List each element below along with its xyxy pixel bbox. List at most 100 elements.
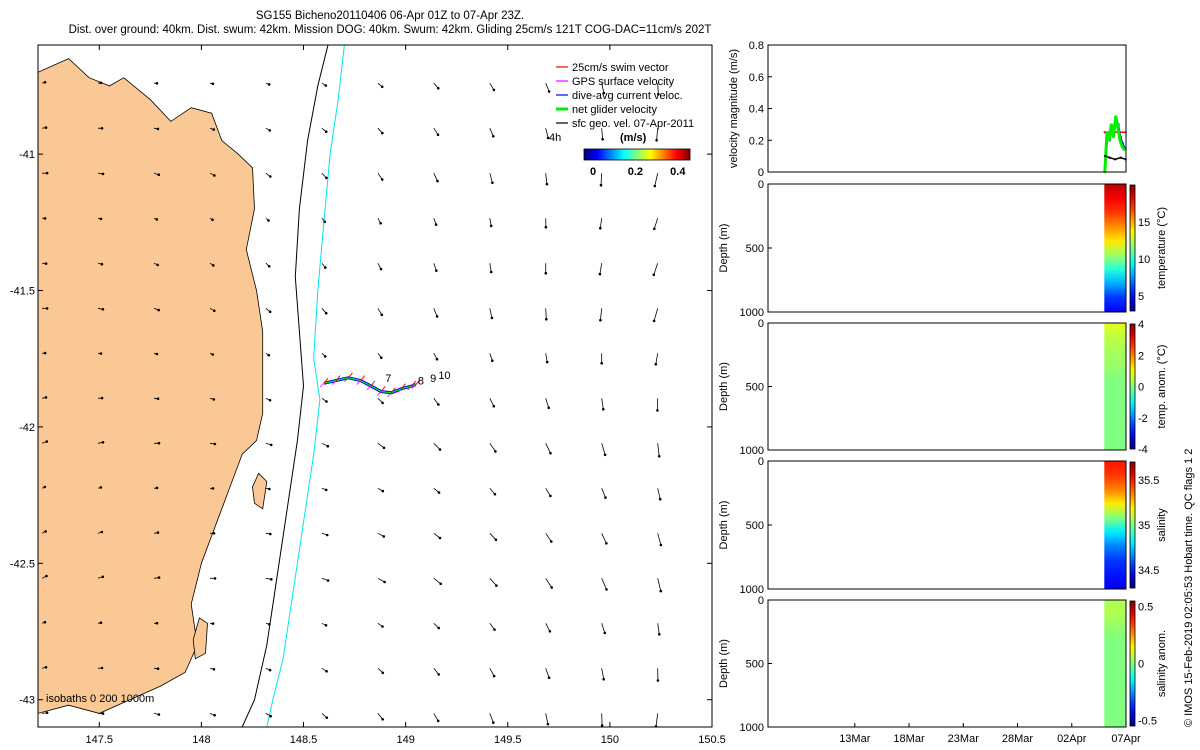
profile-section — [1104, 323, 1126, 450]
geo-velocity-arrowhead — [157, 713, 161, 716]
panel-sanom: 0 500 1000 0.5 0 -0.5 salinity anom. Depth (m) 1… — [718, 595, 1168, 745]
geo-velocity-arrowhead — [212, 398, 216, 401]
geo-velocity-arrowhead — [99, 486, 103, 489]
geo-velocity-arrowhead — [545, 360, 549, 364]
geo-velocity-arrowhead — [492, 135, 495, 138]
series-point — [1114, 158, 1117, 161]
colorbar-tick-label: 0.2 — [628, 166, 643, 178]
swim-vector — [411, 380, 417, 387]
panel-sal: 0 500 1000 35.5 35 34.5 salinity Depth (m) — [718, 456, 1168, 596]
geo-velocity-arrowhead — [43, 620, 47, 624]
geo-velocity-arrow — [545, 623, 551, 632]
geo-velocity-arrowhead — [659, 543, 663, 547]
series-point — [1118, 139, 1122, 142]
colorbar-tick-label: -2 — [1138, 413, 1148, 425]
geo-velocity-arrowhead — [544, 225, 548, 229]
geo-velocity-arrow — [653, 218, 659, 229]
series-line — [1103, 116, 1126, 173]
geo-velocity-arrowhead — [268, 129, 272, 132]
geo-velocity-arrowhead — [211, 487, 215, 490]
swim-vector — [323, 377, 329, 384]
geo-velocity-arrow — [545, 398, 550, 408]
geo-velocity-arrowhead — [655, 139, 658, 142]
geo-velocity-arrow — [601, 128, 603, 140]
map-y-tick-label: -42.5 — [10, 558, 35, 570]
geo-velocity-arrowhead — [492, 674, 496, 678]
geo-velocity-arrow — [601, 443, 606, 455]
map-x-tick-label: 150.5 — [698, 734, 726, 746]
geo-velocity-arrow — [433, 713, 439, 722]
y-tick-label: 500 — [746, 382, 764, 394]
island-0 — [252, 472, 268, 510]
colorbar-tick-label: 4 — [1138, 319, 1144, 331]
geo-velocity-arrowhead — [601, 137, 604, 141]
geo-velocity-arrow — [545, 533, 552, 542]
geo-velocity-arrowhead — [547, 406, 550, 410]
geo-velocity-arrowhead — [494, 538, 498, 541]
geo-velocity-arrow — [655, 713, 659, 727]
swim-vector — [335, 375, 341, 381]
x-tick-label: 07Apr — [1111, 733, 1141, 745]
geo-velocity-arrowhead — [600, 362, 603, 365]
geo-velocity-arrowhead — [492, 404, 496, 408]
geo-velocity-arrowhead — [101, 712, 105, 715]
geo-velocity-arrowhead — [379, 221, 382, 225]
colorbar-tick-label: 0 — [590, 166, 596, 178]
geo-velocity-arrowhead — [652, 319, 656, 323]
geo-velocity-arrowhead — [44, 530, 47, 533]
imos-timestamp: © IMOS 15-Feb-2019 02:05:53 Hobart time.… — [1183, 448, 1195, 727]
geo-velocity-arrowhead — [602, 677, 605, 681]
geo-velocity-arrow — [433, 668, 440, 675]
swim-vector — [390, 387, 396, 394]
geo-velocity-arrowhead — [101, 575, 105, 579]
y-tick-label: 1000 — [740, 445, 764, 457]
gps-surface-velocity — [319, 382, 325, 388]
y-tick-label: 0 — [758, 167, 764, 179]
y-tick-label: 1000 — [740, 584, 764, 596]
geo-velocity-arrowhead — [656, 409, 659, 412]
colorbar-tick-label: 34.5 — [1138, 565, 1159, 577]
geo-velocity-arrowhead — [325, 176, 328, 180]
geo-velocity-arrowhead — [268, 668, 272, 672]
y-tick-label: 500 — [746, 243, 764, 255]
glider-track-net — [323, 377, 416, 394]
geo-velocity-arrow — [489, 668, 495, 677]
geo-velocity-arrowhead — [549, 451, 552, 455]
geo-velocity-arrowhead — [437, 403, 440, 406]
geo-velocity-arrow — [657, 533, 662, 546]
geo-velocity-arrow — [433, 263, 437, 271]
geo-velocity-arrow — [600, 308, 603, 321]
geo-velocity-arrowhead — [545, 182, 549, 186]
panel-background — [768, 184, 1126, 312]
geo-velocity-arrowhead — [492, 721, 495, 724]
title-line-1: SG155 Bicheno20110406 06-Apr 01Z to 07-A… — [255, 10, 525, 22]
legend-entry: dive-avg current veloc. — [572, 90, 683, 102]
gps-surface-velocity — [411, 384, 417, 389]
geo-velocity-arrowhead — [381, 625, 384, 628]
geo-velocity-arrowhead — [155, 82, 159, 85]
geo-velocity-arrow — [601, 578, 607, 590]
y-axis-label: velocity magnitude (m/s) — [728, 49, 740, 168]
geo-velocity-arrowhead — [490, 316, 494, 320]
geo-velocity-arrowhead — [157, 441, 161, 445]
geo-velocity-arrowhead — [212, 532, 216, 535]
panel-background — [768, 461, 1126, 589]
colorbar-tick-label: 5 — [1138, 291, 1144, 303]
colorbar-tick-label: -4 — [1138, 444, 1148, 456]
isobath-label: isobaths 0 200 1000m — [46, 693, 154, 705]
geo-velocity-arrowhead — [380, 313, 384, 317]
geo-velocity-arrowhead — [383, 580, 386, 584]
geo-velocity-arrow — [545, 443, 551, 454]
geo-velocity-arrowhead — [213, 309, 216, 313]
geo-velocity-arrow — [489, 308, 493, 318]
x-tick-label: 13Mar — [839, 733, 871, 745]
geo-velocity-arrowhead — [381, 671, 385, 675]
geo-velocity-arrowhead — [44, 126, 48, 129]
geo-velocity-arrowhead — [43, 217, 47, 220]
geo-velocity-arrowhead — [599, 318, 602, 322]
legend-entry: net glider velocity — [572, 104, 657, 116]
colorbar-title: (m/s) — [620, 132, 647, 144]
geo-velocity-arrowhead — [492, 88, 496, 92]
geo-velocity-arrowhead — [99, 81, 103, 85]
geo-velocity-arrow — [489, 263, 492, 273]
